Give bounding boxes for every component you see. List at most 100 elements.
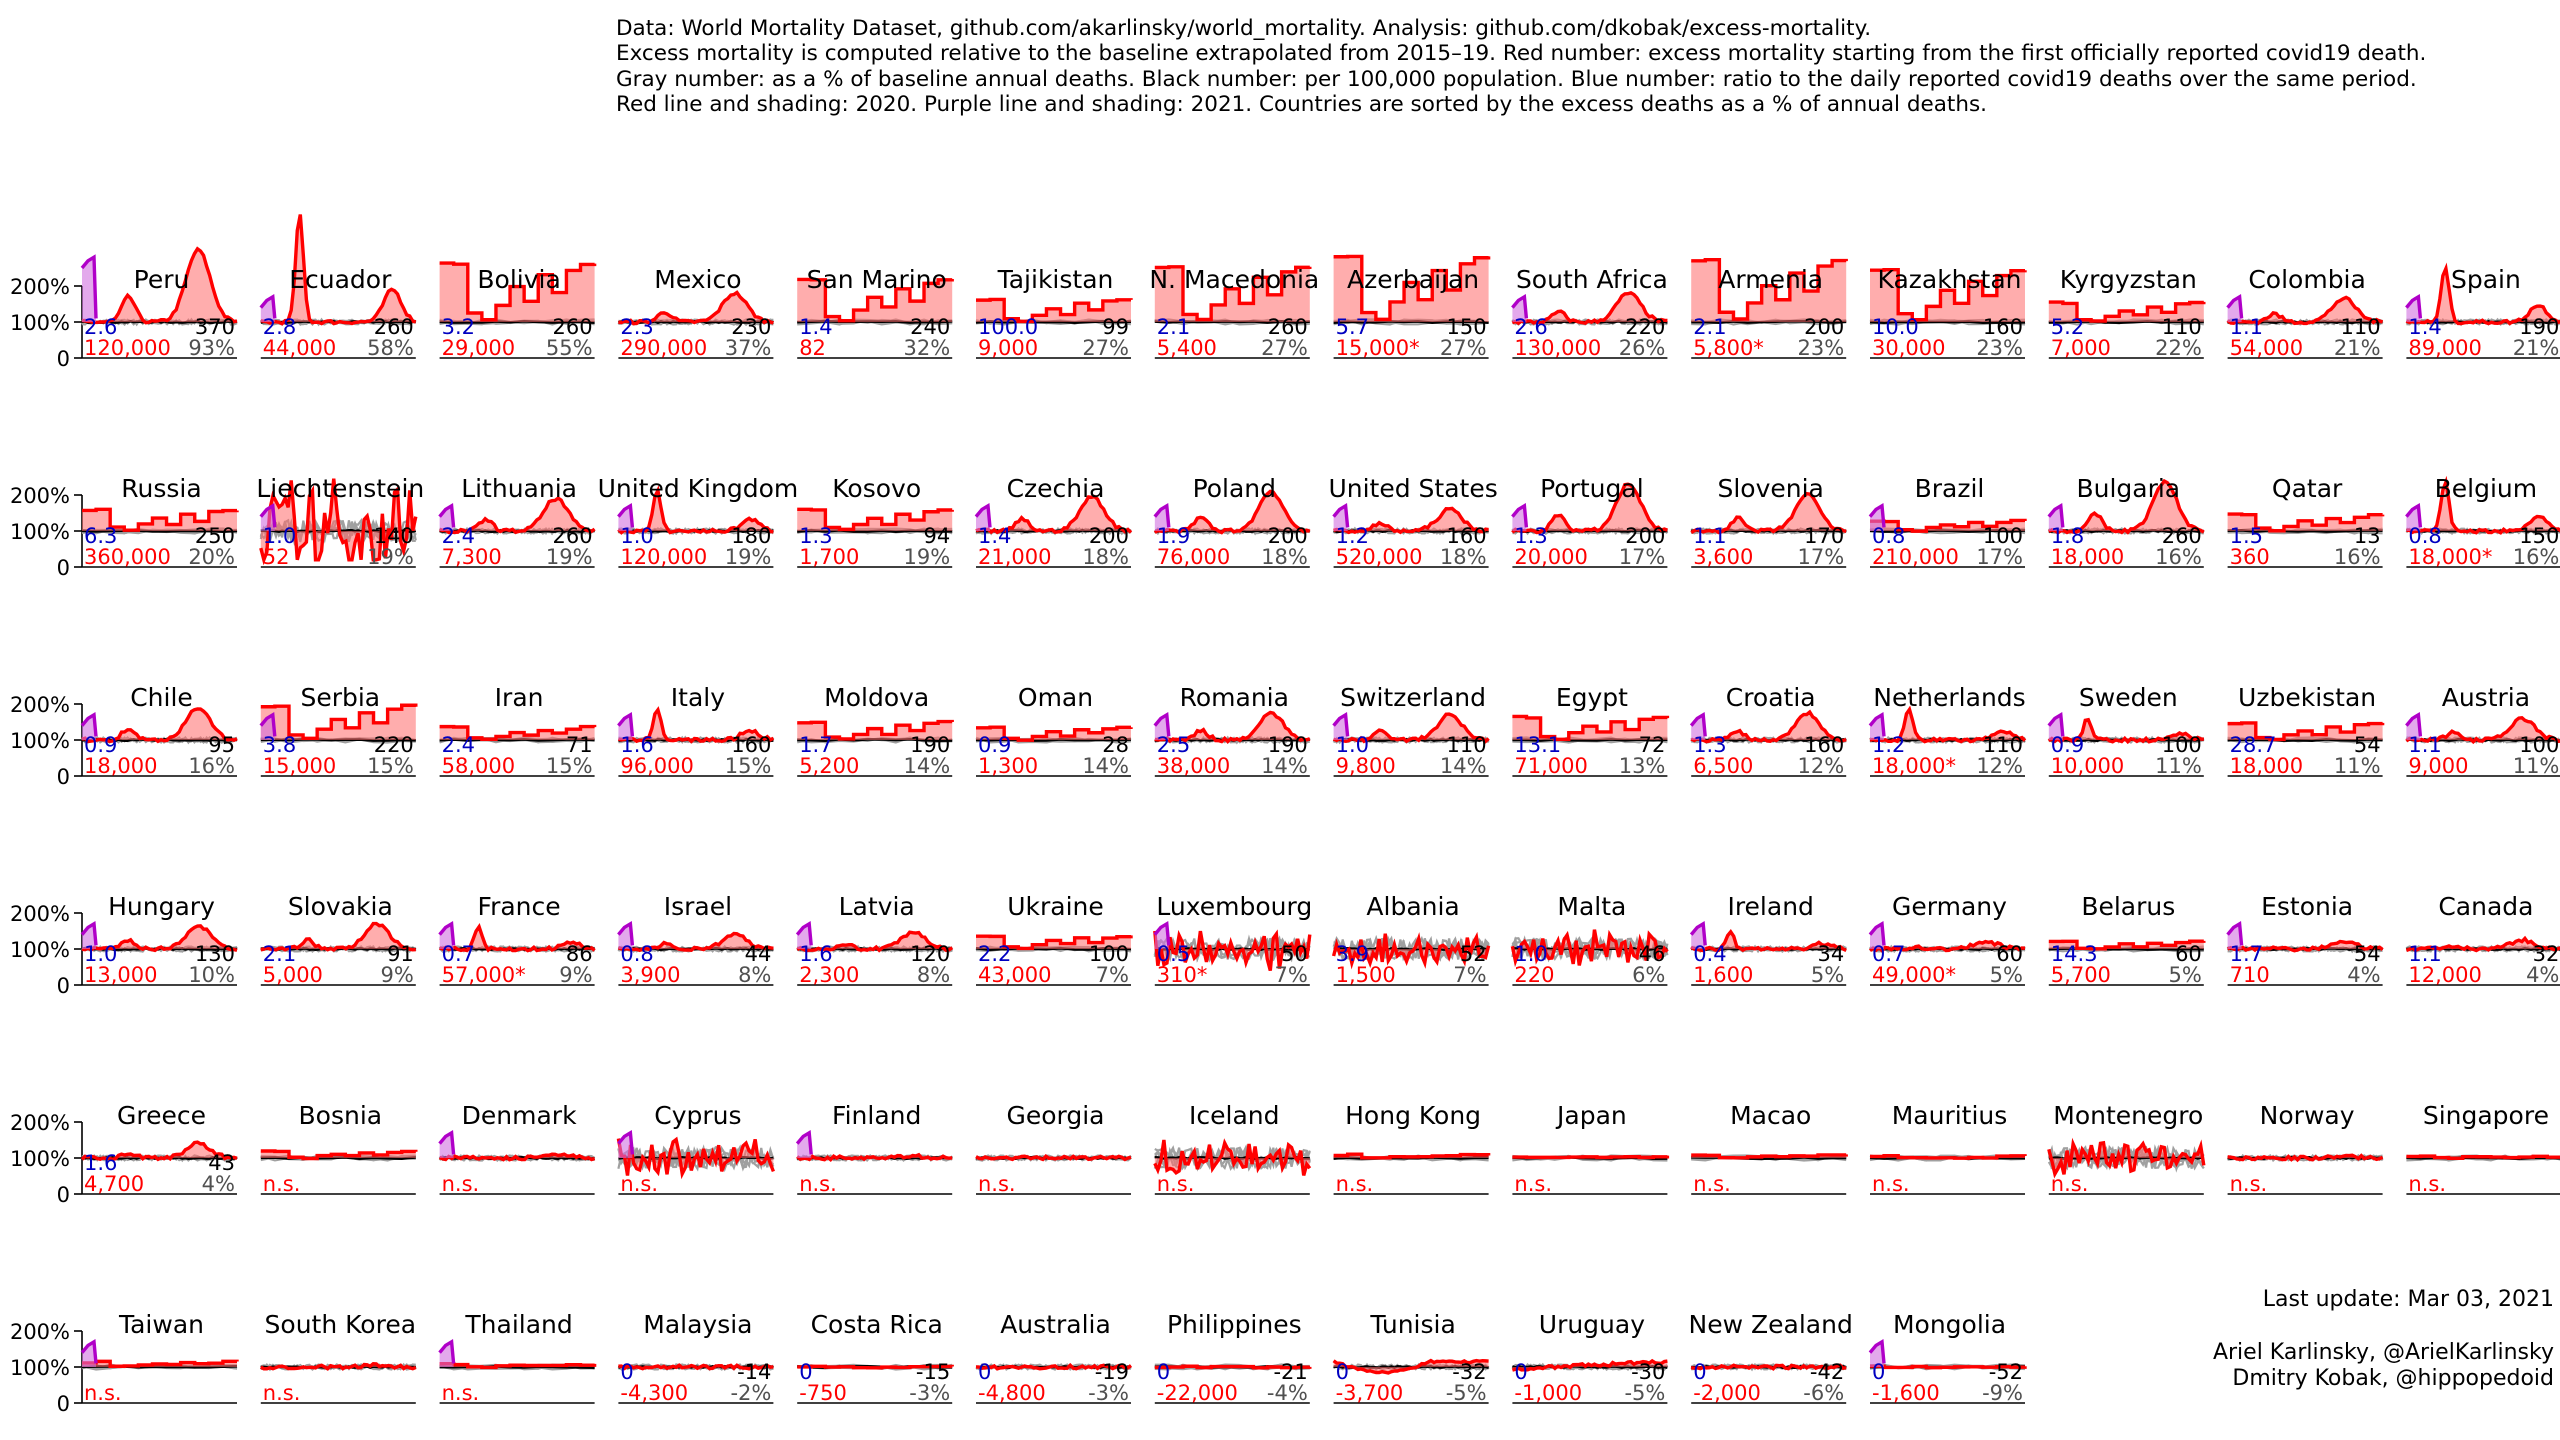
mortality-line-2021: [1153, 920, 1171, 946]
mortality-line-2021: [2226, 293, 2244, 319]
excess-per-100k: 99: [1102, 315, 1129, 339]
excess-percent-annual: -5%: [1446, 1381, 1487, 1405]
mortality-line-2020: [1333, 506, 1489, 535]
country-title: Czechia: [1007, 474, 1105, 503]
ratio-to-reported-deaths: 2.1: [1157, 315, 1190, 339]
mortality-line-2020: [439, 724, 597, 741]
ratio-to-reported-deaths: 0: [1157, 1360, 1170, 1384]
excess-percent-annual: 14%: [1440, 754, 1487, 778]
mortality-line-2020: [2047, 717, 2204, 745]
excess-shading-2020: [260, 705, 416, 740]
excess-shading-2021: [2406, 296, 2421, 322]
ratio-to-reported-deaths: 10.0: [1872, 315, 1919, 339]
excess-shading-2021: [1691, 923, 1706, 949]
excess-deaths: 18,000: [84, 754, 157, 778]
country-title: Kosovo: [832, 474, 921, 503]
country-panel: Thailand n.s.: [438, 1310, 597, 1405]
mortality-line-2020: [797, 1364, 954, 1370]
country-panel: Azerbaijan 5.7 150 15,000* 27%: [1333, 254, 1491, 360]
excess-deaths: 43,000: [978, 963, 1051, 987]
country-panel: Costa Rica 0 -15 -750 -3%: [797, 1310, 954, 1405]
ratio-to-reported-deaths: 0.8: [620, 942, 653, 966]
mortality-line-2021: [438, 1338, 456, 1364]
excess-percent-annual: 21%: [2334, 336, 2381, 360]
excess-deaths: 15,000*: [1336, 336, 1420, 360]
excess-deaths: -4,800: [978, 1381, 1046, 1405]
country-panel: Tajikistan 100.0 99 9,000 27%: [975, 265, 1133, 360]
country-panel: Israel 0.8 44 3,900 8%: [617, 892, 774, 987]
ratio-to-reported-deaths: 1.7: [2230, 942, 2263, 966]
country-panel: South Korea n.s.: [259, 1310, 417, 1405]
country-title: Norway: [2260, 1101, 2355, 1130]
excess-deaths: 120,000: [620, 545, 707, 569]
excess-deaths: 58,000: [442, 754, 515, 778]
excess-per-100k: 260: [553, 315, 593, 339]
ratio-to-reported-deaths: 0: [1514, 1360, 1527, 1384]
excess-per-100k: 160: [731, 733, 771, 757]
excess-deaths: 18,000*: [1872, 754, 1956, 778]
excess-shading-2020: [2227, 297, 2383, 324]
mortality-line-2021: [617, 920, 635, 946]
country-panel: Qatar 1.5 13 360 16%: [2227, 474, 2385, 569]
excess-deaths: 5,700: [2051, 963, 2111, 987]
mortality-line-2021: [1868, 502, 1886, 528]
excess-percent-annual: 9%: [380, 963, 413, 987]
country-panel: Albania 3.9 52 1,500 7%: [1331, 892, 1491, 987]
excess-per-100k: 180: [731, 524, 771, 548]
mortality-line-2020: [1154, 265, 1312, 322]
country-panel: Spain 1.4 190 89,000 21%: [2405, 262, 2560, 360]
country-title: South Korea: [265, 1310, 416, 1339]
excess-deaths: 12,000: [2408, 963, 2481, 987]
ratio-to-reported-deaths: 28.7: [2230, 733, 2277, 757]
excess-percent-annual: -6%: [1803, 1381, 1844, 1405]
country-title: Israel: [664, 892, 732, 921]
excess-shading-2021: [2406, 714, 2421, 740]
excess-deaths: 49,000*: [1872, 963, 1956, 987]
mortality-line-2021: [1153, 711, 1171, 737]
mortality-line-2021: [259, 293, 277, 319]
country-title: Hungary: [108, 892, 215, 921]
excess-percent-annual: 93%: [188, 336, 235, 360]
country-title: Greece: [117, 1101, 206, 1130]
country-panel: Colombia 1.1 110 54,000 21%: [2226, 265, 2384, 360]
country-panel: Cyprus n.s.: [616, 1101, 775, 1196]
mortality-line-2020: [2405, 262, 2560, 326]
excess-shading-2020: [2406, 717, 2560, 742]
excess-deaths: n.s.: [84, 1381, 122, 1405]
y-tick-label: 200%: [10, 484, 70, 508]
excess-percent-annual: 16%: [2334, 545, 2381, 569]
country-title: Belgium: [2435, 474, 2538, 503]
mortality-line-2020: [81, 924, 238, 953]
country-title: Slovenia: [1717, 474, 1823, 503]
mortality-line-2020: [1870, 1153, 2027, 1160]
excess-percent-annual: -4%: [1267, 1381, 1308, 1405]
excess-percent-annual: 7%: [1274, 963, 1307, 987]
excess-per-100k: 110: [1983, 733, 2023, 757]
country-title: Latvia: [839, 892, 915, 921]
excess-shading-2021: [82, 257, 96, 322]
country-panel: Malaysia 0 -14 -4,300 -2%: [617, 1310, 774, 1405]
mortality-line-2021: [2405, 711, 2423, 737]
ratio-to-reported-deaths: 2.4: [442, 733, 475, 757]
excess-deaths: 18,000: [2230, 754, 2303, 778]
country-panel: Iceland n.s.: [1153, 1101, 1312, 1196]
excess-deaths: 21,000: [978, 545, 1051, 569]
excess-deaths: 38,000: [1157, 754, 1230, 778]
excess-percent-annual: 4%: [2347, 963, 2380, 987]
mortality-line-2021: [2047, 502, 2065, 528]
country-panel: N. Macedonia 2.1 260 5,400 27%: [1149, 265, 1319, 360]
excess-percent-annual: 9%: [559, 963, 592, 987]
country-title: Switzerland: [1340, 683, 1486, 712]
excess-deaths: 210,000: [1872, 545, 1959, 569]
excess-deaths: n.s.: [1872, 1172, 1910, 1196]
excess-deaths: 7,300: [442, 545, 502, 569]
mortality-line-2020: [1691, 1153, 1848, 1160]
excess-deaths: n.s.: [2408, 1172, 2446, 1196]
excess-per-100k: 240: [910, 315, 950, 339]
last-update: Last update: Mar 03, 2021: [2262, 1287, 2554, 1312]
author-credit: Ariel Karlinsky, @ArielKarlinsky: [2212, 1340, 2554, 1365]
mortality-line-2020: [2227, 512, 2385, 533]
excess-deaths: 52: [263, 545, 290, 569]
excess-per-100k: 54: [2354, 942, 2381, 966]
mortality-line-2020: [797, 277, 954, 323]
